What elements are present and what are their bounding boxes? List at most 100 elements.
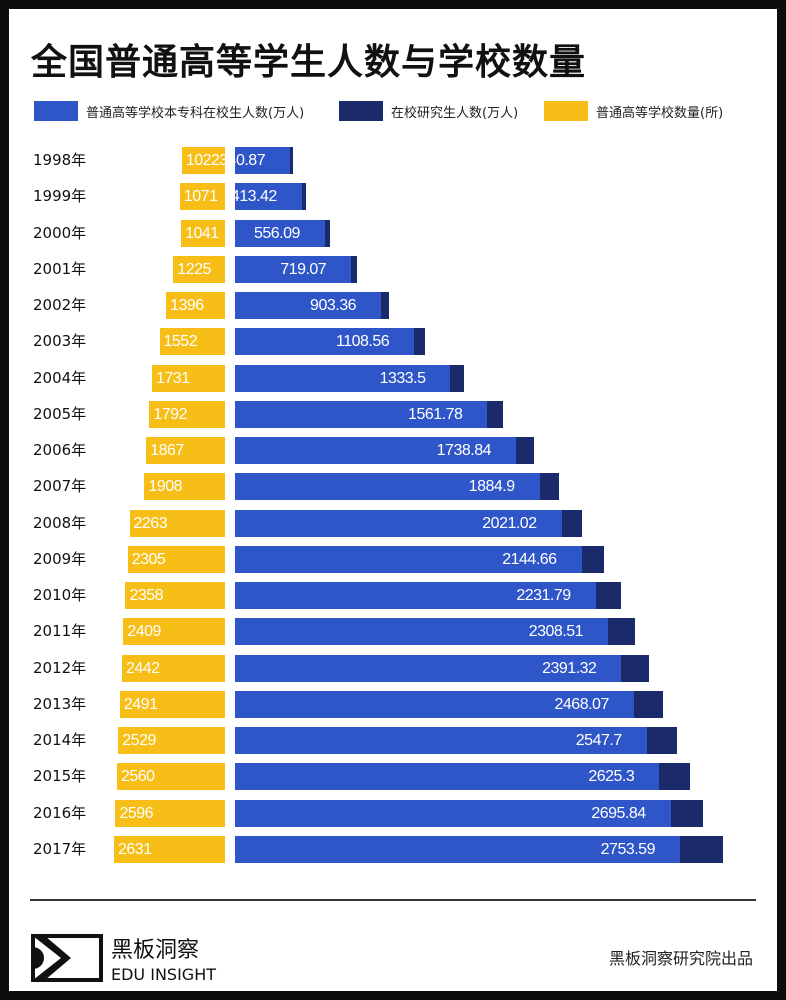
grad-bar: [608, 618, 635, 646]
undergrad-value-label: 1108.56: [336, 333, 390, 351]
schools-value-label: 2596: [119, 804, 154, 822]
divider: [30, 899, 756, 901]
undergrad-bar: [235, 255, 352, 283]
schools-value-label: 2263: [133, 514, 168, 532]
year-label: 2003年: [33, 332, 87, 351]
undergrad-value-label: 1884.9: [468, 478, 515, 496]
grad-bar: [450, 364, 464, 392]
undergrad-value-label: 2144.66: [502, 550, 557, 568]
undergrad-value-label: 2308.51: [528, 623, 584, 641]
undergrad-value-label: 2695.84: [591, 804, 646, 822]
schools-bar: [115, 799, 225, 827]
year-label: 2001年: [33, 259, 87, 278]
schools-bar: [149, 400, 225, 428]
schools-value-label: 1071: [183, 188, 218, 206]
undergrad-value-label: 1738.84: [436, 442, 492, 460]
grad-bar: [659, 763, 691, 791]
year-label: 2012年: [33, 658, 87, 677]
undergrad-value-label: 1561.78: [408, 405, 463, 423]
undergrad-bar: [235, 835, 680, 863]
schools-value-label: 2305: [131, 550, 166, 568]
undergrad-value-label: 556.09: [253, 224, 300, 242]
grad-bar: [679, 835, 723, 863]
grad-bar: [414, 328, 425, 356]
schools-bar: [127, 545, 225, 573]
year-label: 2000年: [33, 223, 87, 242]
schools-bar: [159, 328, 225, 356]
undergrad-bar: [235, 328, 415, 356]
undergrad-bar: [235, 509, 562, 537]
year-label: 1998年: [33, 151, 87, 169]
schools-value-label: 1867: [150, 442, 184, 460]
schools-bar: [179, 183, 225, 211]
schools-bar: [151, 364, 225, 392]
undergrad-value-label: 2753.59: [600, 840, 656, 858]
undergrad-value-label: 2547.7: [575, 732, 622, 750]
undergrad-value-label: 413.42: [230, 188, 277, 206]
undergrad-bar: [235, 763, 660, 791]
undergrad-value-label: 2021.02: [482, 514, 537, 532]
year-label: 2014年: [33, 731, 87, 750]
undergrad-value-label: 2625.3: [588, 768, 635, 786]
year-label: 2005年: [33, 404, 87, 423]
legend-item-undergrad: 普通高等学校本专科在校生人数(万人): [34, 101, 304, 121]
undergrad-bar: [235, 292, 381, 320]
undergrad-bar: [235, 690, 634, 718]
grad-bar: [561, 509, 583, 537]
grad-bar: [621, 654, 650, 682]
grad-bar: [301, 183, 306, 211]
year-label: 2010年: [33, 586, 87, 605]
schools-bar: [116, 763, 225, 791]
undergrad-value-label: 2231.79: [516, 587, 571, 605]
legend-swatch: [544, 101, 588, 121]
schools-bar: [166, 292, 225, 320]
undergrad-value-label: 1333.5: [379, 369, 426, 387]
schools-bar: [129, 509, 225, 537]
grad-bar: [595, 582, 621, 610]
logo: 黑板洞察 EDU INSIGHT: [31, 933, 241, 987]
chart-title: 全国普通高等学生人数与学校数量: [31, 42, 587, 83]
undergrad-bar: [235, 654, 622, 682]
schools-value-label: 1022: [185, 152, 220, 169]
schools-bar: [146, 437, 225, 465]
year-label: 2002年: [33, 296, 87, 315]
legend-swatch: [34, 101, 78, 121]
undergrad-bar: [235, 799, 671, 827]
undergrad-value-label: 903.36: [310, 297, 356, 315]
schools-value-label: 2491: [123, 695, 158, 713]
schools-value-label: 1792: [153, 405, 187, 423]
undergrad-bar: [235, 147, 291, 174]
grad-bar: [351, 255, 358, 283]
undergrad-value-label: 340.87: [219, 152, 266, 169]
legend-label: 普通高等学校数量(所): [596, 105, 724, 121]
year-label: 2006年: [33, 441, 87, 460]
schools-bar: [121, 654, 225, 682]
schools-value-label: 1041: [185, 224, 219, 242]
infographic-panel: 全国普通高等学生人数与学校数量 普通高等学校本专科在校生人数(万人) 在校研究生…: [9, 9, 777, 991]
schools-value-label: 1731: [155, 369, 190, 387]
grad-bar: [487, 400, 504, 428]
undergrad-bar: [235, 219, 325, 247]
schools-bar: [181, 147, 225, 174]
schools-value-label: 2409: [127, 623, 161, 641]
schools-bar: [144, 473, 225, 501]
grad-bar: [539, 473, 559, 501]
year-label: 2015年: [33, 767, 87, 786]
year-label: 2009年: [33, 549, 87, 568]
schools-bar: [118, 727, 225, 755]
grad-bar: [633, 690, 663, 718]
legend-label: 普通高等学校本专科在校生人数(万人): [86, 105, 305, 121]
legend-item-schools: 普通高等学校数量(所): [544, 101, 723, 121]
legend-item-grad: 在校研究生人数(万人): [339, 101, 518, 121]
undergrad-value-label: 2468.07: [554, 695, 610, 713]
schools-value-label: 2442: [125, 659, 160, 677]
undergrad-bar: [235, 364, 451, 392]
schools-value-label: 2560: [120, 768, 155, 786]
year-label: 1999年: [33, 187, 87, 206]
grad-bar: [380, 292, 390, 320]
schools-bar: [119, 690, 225, 718]
grad-bar: [581, 545, 605, 573]
undergrad-bar: [235, 582, 596, 610]
undergrad-bar: [235, 473, 540, 501]
svg-text:黑板洞察: 黑板洞察: [111, 938, 199, 963]
